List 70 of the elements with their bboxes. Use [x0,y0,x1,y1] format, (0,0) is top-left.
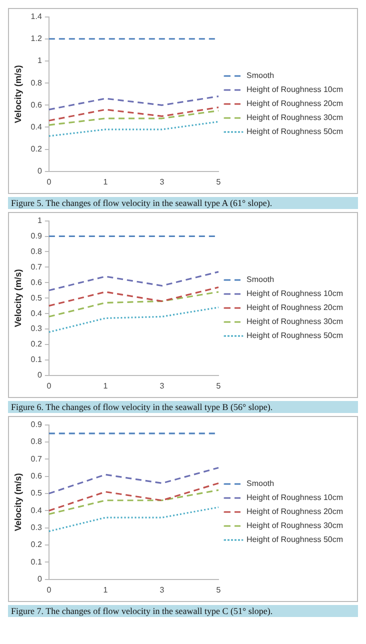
y-tick-label: 1 [37,216,42,226]
legend-label: Height of Roughness 50cm [246,127,344,136]
x-tick-label: 1 [103,381,108,390]
y-tick-label: 0.8 [30,246,42,256]
y-tick-label: 0.3 [30,324,42,334]
y-tick-label: 1.2 [30,34,42,44]
y-tick-label: 0.9 [30,420,42,430]
x-tick-label: 5 [216,381,222,390]
line-series [48,466,220,494]
x-tick-label: 5 [216,585,222,594]
y-tick-label: 1 [37,56,42,66]
y-tick-label: 0 [37,574,42,584]
y-tick-label: 0.6 [30,100,42,110]
line-series [48,271,220,292]
legend-label: Height of Roughness 50cm [246,331,344,340]
y-tick-label: 0.2 [30,540,42,550]
y-tick-label: 0.6 [30,472,42,481]
legend-label: Smooth [246,275,274,284]
legend-label: Height of Roughness 20cm [246,303,344,312]
y-tick-label: 0.8 [30,78,42,88]
y-tick-label: 0.2 [30,340,42,349]
legend-label: Height of Roughness 30cm [246,521,344,530]
line-series [48,286,220,307]
legend-label: Height of Roughness 10cm [246,289,344,298]
legend-label: Smooth [246,479,274,488]
caption: Figure 7. The changes of flow velocity in the seawall type C (51° slope). [8,605,358,617]
legend-label: Height of Roughness 50cm [246,535,344,544]
x-tick-label: 5 [216,177,222,186]
line-series [48,96,220,110]
y-tick-label: 0 [37,370,42,380]
y-tick-label: 0.7 [30,262,42,272]
legend-label: Height of Roughness 30cm [246,317,344,326]
y-tick-label: 0.4 [30,308,42,318]
y-tick-label: 0.2 [30,144,42,154]
y-tick-label: 0.7 [30,454,42,464]
legend-label: Height of Roughness 20cm [246,99,344,108]
y-tick-label: 0.4 [30,122,42,132]
y-axis-title: Velocity (m/s) [12,473,23,532]
y-tick-label: 0.1 [30,557,42,566]
y-tick-label: 0.8 [30,437,42,446]
x-tick-label: 3 [160,381,165,390]
x-tick-label: 3 [160,585,165,594]
line-series [48,306,220,333]
x-tick-label: 0 [46,177,52,186]
y-tick-label: 0.1 [30,355,42,364]
y-tick-label: 0 [37,166,42,176]
y-axis-title: Velocity (m/s) [12,65,23,124]
legend-label: Height of Roughness 10cm [246,493,344,502]
x-tick-label: 1 [103,177,108,186]
y-tick-label: 0.9 [30,231,42,240]
y-axis-title: Velocity (m/s) [12,269,23,328]
y-tick-label: 0.5 [30,488,42,498]
legend-label: Height of Roughness 10cm [246,85,344,94]
x-tick-label: 3 [160,177,165,186]
line-series [48,106,220,122]
y-tick-label: 1.4 [30,12,42,22]
line-series [48,482,220,512]
x-tick-label: 0 [46,585,52,594]
x-tick-label: 1 [103,585,108,594]
y-tick-label: 0.4 [30,506,42,515]
caption: Figure 6. The changes of flow velocity in the seawall type B (56° slope). [8,401,358,413]
y-tick-label: 0.3 [30,523,42,532]
legend-label: Height of Roughness 30cm [246,113,344,122]
legend-label: Smooth [246,71,274,80]
x-tick-label: 0 [46,381,52,390]
line-series [48,291,220,318]
legend-label: Height of Roughness 20cm [246,507,344,516]
y-tick-label: 0.6 [30,278,42,287]
caption: Figure 5. The changes of flow velocity in the seawall type A (61° slope). [8,197,358,209]
y-tick-label: 0.5 [30,293,42,302]
